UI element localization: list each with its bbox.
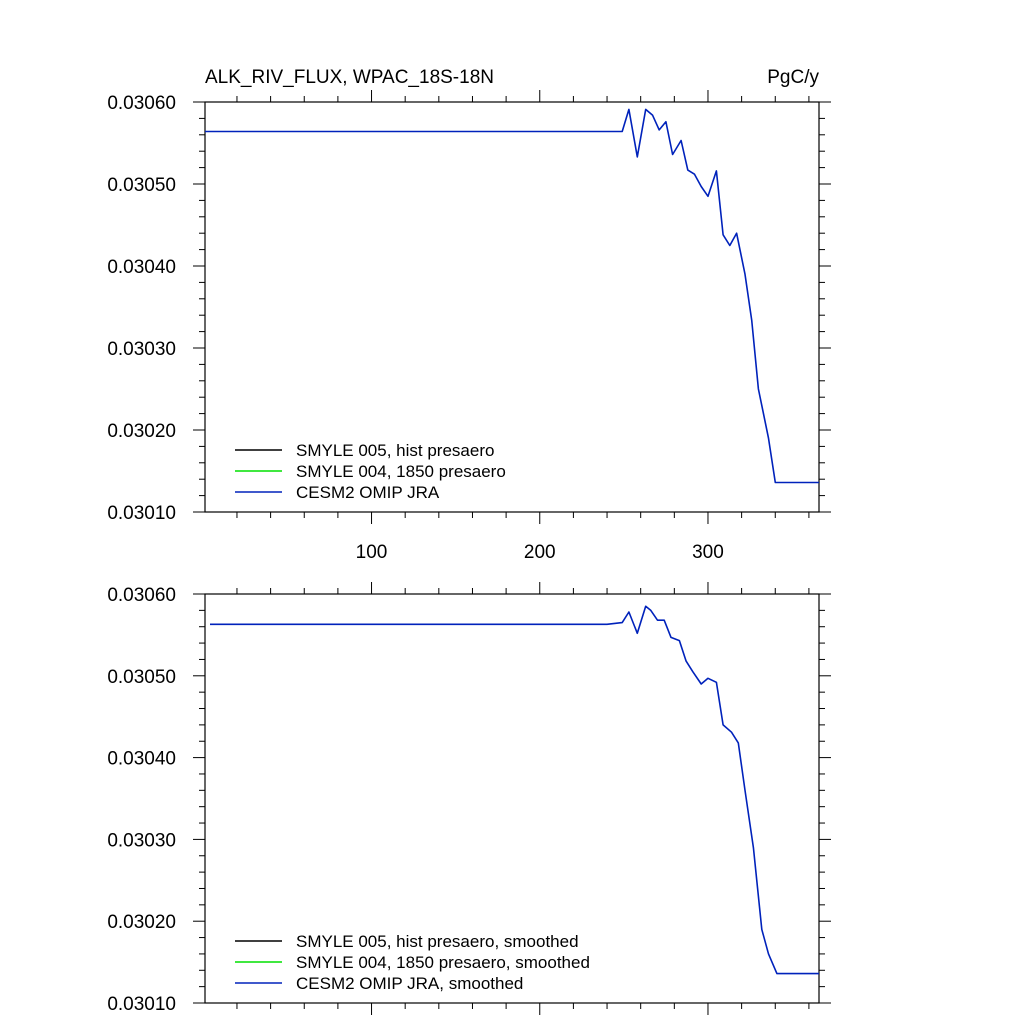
- y-tick-label: 0.03050: [107, 667, 176, 688]
- axis-ticks: [193, 90, 831, 524]
- y-tick-labels: 0.03010 0.03020 0.03030 0.03040 0.03050 0.030…: [107, 93, 176, 524]
- y-tick-label: 0.03060: [107, 93, 176, 114]
- y-tick-label: 0.03040: [107, 749, 176, 770]
- y-tick-label: 0.03050: [107, 175, 176, 196]
- series-lines: [210, 605, 819, 975]
- top-panel: ALK_RIV_FLUX, WPAC_18S-18N PgC/y 0.03010…: [107, 67, 831, 563]
- y-tick-label: 0.03030: [107, 830, 176, 851]
- legend-label: CESM2 OMIP JRA: [296, 483, 440, 502]
- series-lines: [205, 108, 819, 484]
- bottom-panel: 0.03010 0.03020 0.03030 0.03040 0.03050 0.030…: [107, 582, 831, 1015]
- y-tick-label: 0.03040: [107, 257, 176, 278]
- y-tick-label: 0.03010: [107, 503, 176, 524]
- chart-title: ALK_RIV_FLUX, WPAC_18S-18N: [205, 67, 494, 88]
- x-tick-label: 100: [356, 542, 388, 563]
- y-tick-label: 0.03020: [107, 912, 176, 933]
- x-tick-label: 200: [524, 542, 556, 563]
- x-tick-labels: 100 200 300: [356, 542, 724, 563]
- legend: SMYLE 005, hist presaero SMYLE 004, 1850 …: [235, 441, 506, 502]
- plot-frame: [204, 593, 820, 1004]
- x-tick-label: 300: [692, 542, 724, 563]
- y-tick-label: 0.03030: [107, 339, 176, 360]
- legend: SMYLE 005, hist presaero, smoothed SMYLE …: [235, 932, 590, 993]
- y-tick-label: 0.03060: [107, 585, 176, 606]
- units-label: PgC/y: [767, 67, 819, 88]
- series-line: [210, 605, 819, 975]
- y-tick-label: 0.03020: [107, 421, 176, 442]
- legend-label: CESM2 OMIP JRA, smoothed: [296, 974, 523, 993]
- legend-label: SMYLE 005, hist presaero: [296, 441, 494, 460]
- plot-frame: [204, 101, 820, 513]
- axis-ticks: [193, 582, 831, 1015]
- y-tick-labels: 0.03010 0.03020 0.03030 0.03040 0.03050 0.030…: [107, 585, 176, 1015]
- legend-label: SMYLE 004, 1850 presaero, smoothed: [296, 953, 590, 972]
- y-tick-label: 0.03010: [107, 994, 176, 1015]
- legend-label: SMYLE 005, hist presaero, smoothed: [296, 932, 579, 951]
- legend-label: SMYLE 004, 1850 presaero: [296, 462, 506, 481]
- series-line: [205, 108, 819, 484]
